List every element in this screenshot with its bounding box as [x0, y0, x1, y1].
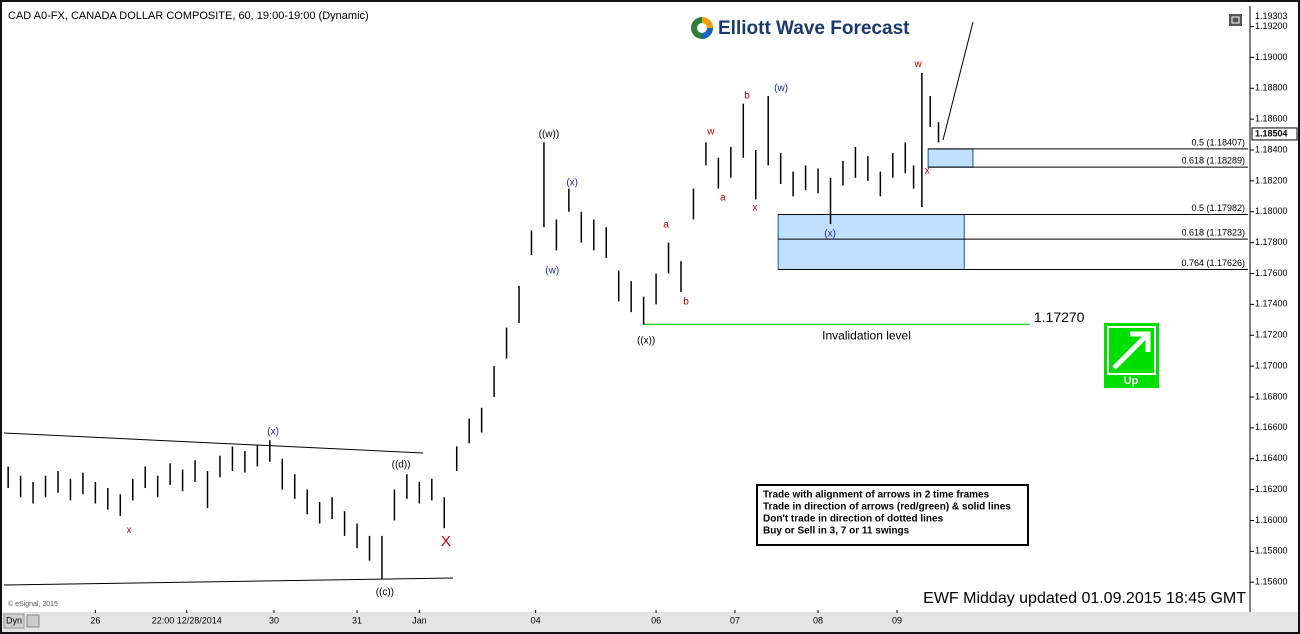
x-tick-label: 06	[651, 615, 661, 625]
x-tick-label: 07	[730, 615, 740, 625]
y-tick-label: 1.15800	[1255, 546, 1288, 556]
wave-label: x	[127, 525, 132, 536]
fib-label: 0.5 (1.17982)	[1191, 203, 1245, 213]
wave-label: ((w))	[539, 129, 560, 140]
y-tick-label: 1.17600	[1255, 268, 1288, 278]
wave-label: b	[683, 297, 689, 308]
wave-label: a	[663, 219, 669, 230]
fib-zone	[777, 214, 965, 270]
y-tick-label: 1.16200	[1255, 484, 1288, 494]
y-tick-label: 1.15600	[1255, 577, 1288, 587]
fib-label: 0.618 (1.18289)	[1181, 156, 1245, 166]
invalidation-text: Invalidation level	[822, 329, 911, 343]
wave-label: ((x))	[637, 336, 655, 347]
chart-header: CAD A0-FX, CANADA DOLLAR COMPOSITE, 60, …	[8, 10, 369, 22]
wave-label: (w)	[774, 83, 788, 94]
toolbar-icon[interactable]	[26, 614, 40, 628]
logo-text: Elliott Wave Forecast	[718, 18, 910, 39]
x-tick-label: 08	[813, 615, 823, 625]
wave-label: x	[752, 202, 757, 213]
time-axis-strip	[2, 612, 1298, 632]
y-tick-label: 1.16400	[1255, 453, 1288, 463]
signal-box-frame	[1107, 326, 1156, 375]
channel-line	[3, 432, 424, 454]
y-tick-label: 1.16600	[1255, 422, 1288, 432]
window-button[interactable]	[1229, 14, 1242, 26]
x-tick-label: 04	[531, 615, 541, 625]
y-tick-label: 1.17200	[1255, 330, 1288, 340]
y-tick-label: 1.18400	[1255, 144, 1288, 154]
y-tick-label: 1.18600	[1255, 114, 1288, 124]
notes-box	[756, 484, 1029, 546]
x-tick-label: 30	[269, 615, 279, 625]
signal-arrow	[1112, 331, 1151, 370]
wave-label: (x)	[566, 177, 578, 188]
wave-label: w	[706, 126, 715, 137]
wave-label: a	[720, 192, 726, 203]
fib-label: 0.5 (1.18407)	[1191, 137, 1245, 147]
x-tick-label: 26	[90, 615, 100, 625]
wave-label: w	[914, 59, 923, 70]
trend-line	[942, 21, 974, 141]
y-tick-label: 1.19000	[1255, 52, 1288, 62]
x-tick-label: 09	[892, 615, 902, 625]
note: Trade with alignment of arrows in 2 time…	[763, 490, 990, 501]
invalidation-price: 1.17270	[1034, 309, 1085, 325]
copyright: © eSignal, 2015	[8, 600, 58, 608]
y-tick-label: 1.16000	[1255, 515, 1288, 525]
last-price-box	[1251, 127, 1298, 141]
wave-label: (x)	[824, 228, 836, 239]
wave-label: ((c))	[376, 587, 394, 598]
y-tick-label: 1.18800	[1255, 83, 1288, 93]
x-tick-label: 22:00 12/28/2014	[152, 615, 222, 625]
y-tick-label: 1.18000	[1255, 206, 1288, 216]
last-price-label: 1.18504	[1255, 128, 1288, 138]
x-tick-label: Jan	[412, 615, 427, 625]
wave-label: (w)	[545, 266, 559, 277]
y-tick-label: 1.17400	[1255, 299, 1288, 309]
y-tick-label: 1.17000	[1255, 360, 1288, 370]
note: Trade in direction of arrows (red/green)…	[763, 502, 1011, 513]
x-tick-label: 31	[352, 615, 362, 625]
fib-zone	[927, 148, 974, 168]
window-button-icon	[1231, 16, 1240, 24]
y-tick-label: 1.17800	[1255, 237, 1288, 247]
y-tick-label: 1.18200	[1255, 175, 1288, 185]
signal-label: Up	[1124, 375, 1139, 387]
note: Don't trade in direction of dotted lines	[763, 514, 944, 525]
toolbar-label: Dyn	[6, 615, 22, 625]
top-price-label: 1.19303	[1255, 11, 1288, 21]
y-tick-label: 1.19200	[1255, 21, 1288, 31]
logo-icon-center	[697, 23, 707, 33]
note: Buy or Sell in 3, 7 or 11 swings	[763, 526, 910, 537]
toolbar-button[interactable]	[3, 613, 25, 629]
fib-label: 0.618 (1.17823)	[1181, 227, 1245, 237]
channel-line	[3, 577, 454, 586]
wave-label: b	[744, 90, 750, 101]
wave-label: x	[925, 165, 930, 176]
wave-label: (x)	[267, 427, 279, 438]
wave-label: ((d))	[392, 460, 411, 471]
y-tick-label: 1.16800	[1255, 391, 1288, 401]
footer: EWF Midday updated 01.09.2015 18:45 GMT	[923, 590, 1246, 607]
fib-label: 0.764 (1.17626)	[1181, 258, 1245, 268]
wave-label: X	[441, 533, 451, 550]
